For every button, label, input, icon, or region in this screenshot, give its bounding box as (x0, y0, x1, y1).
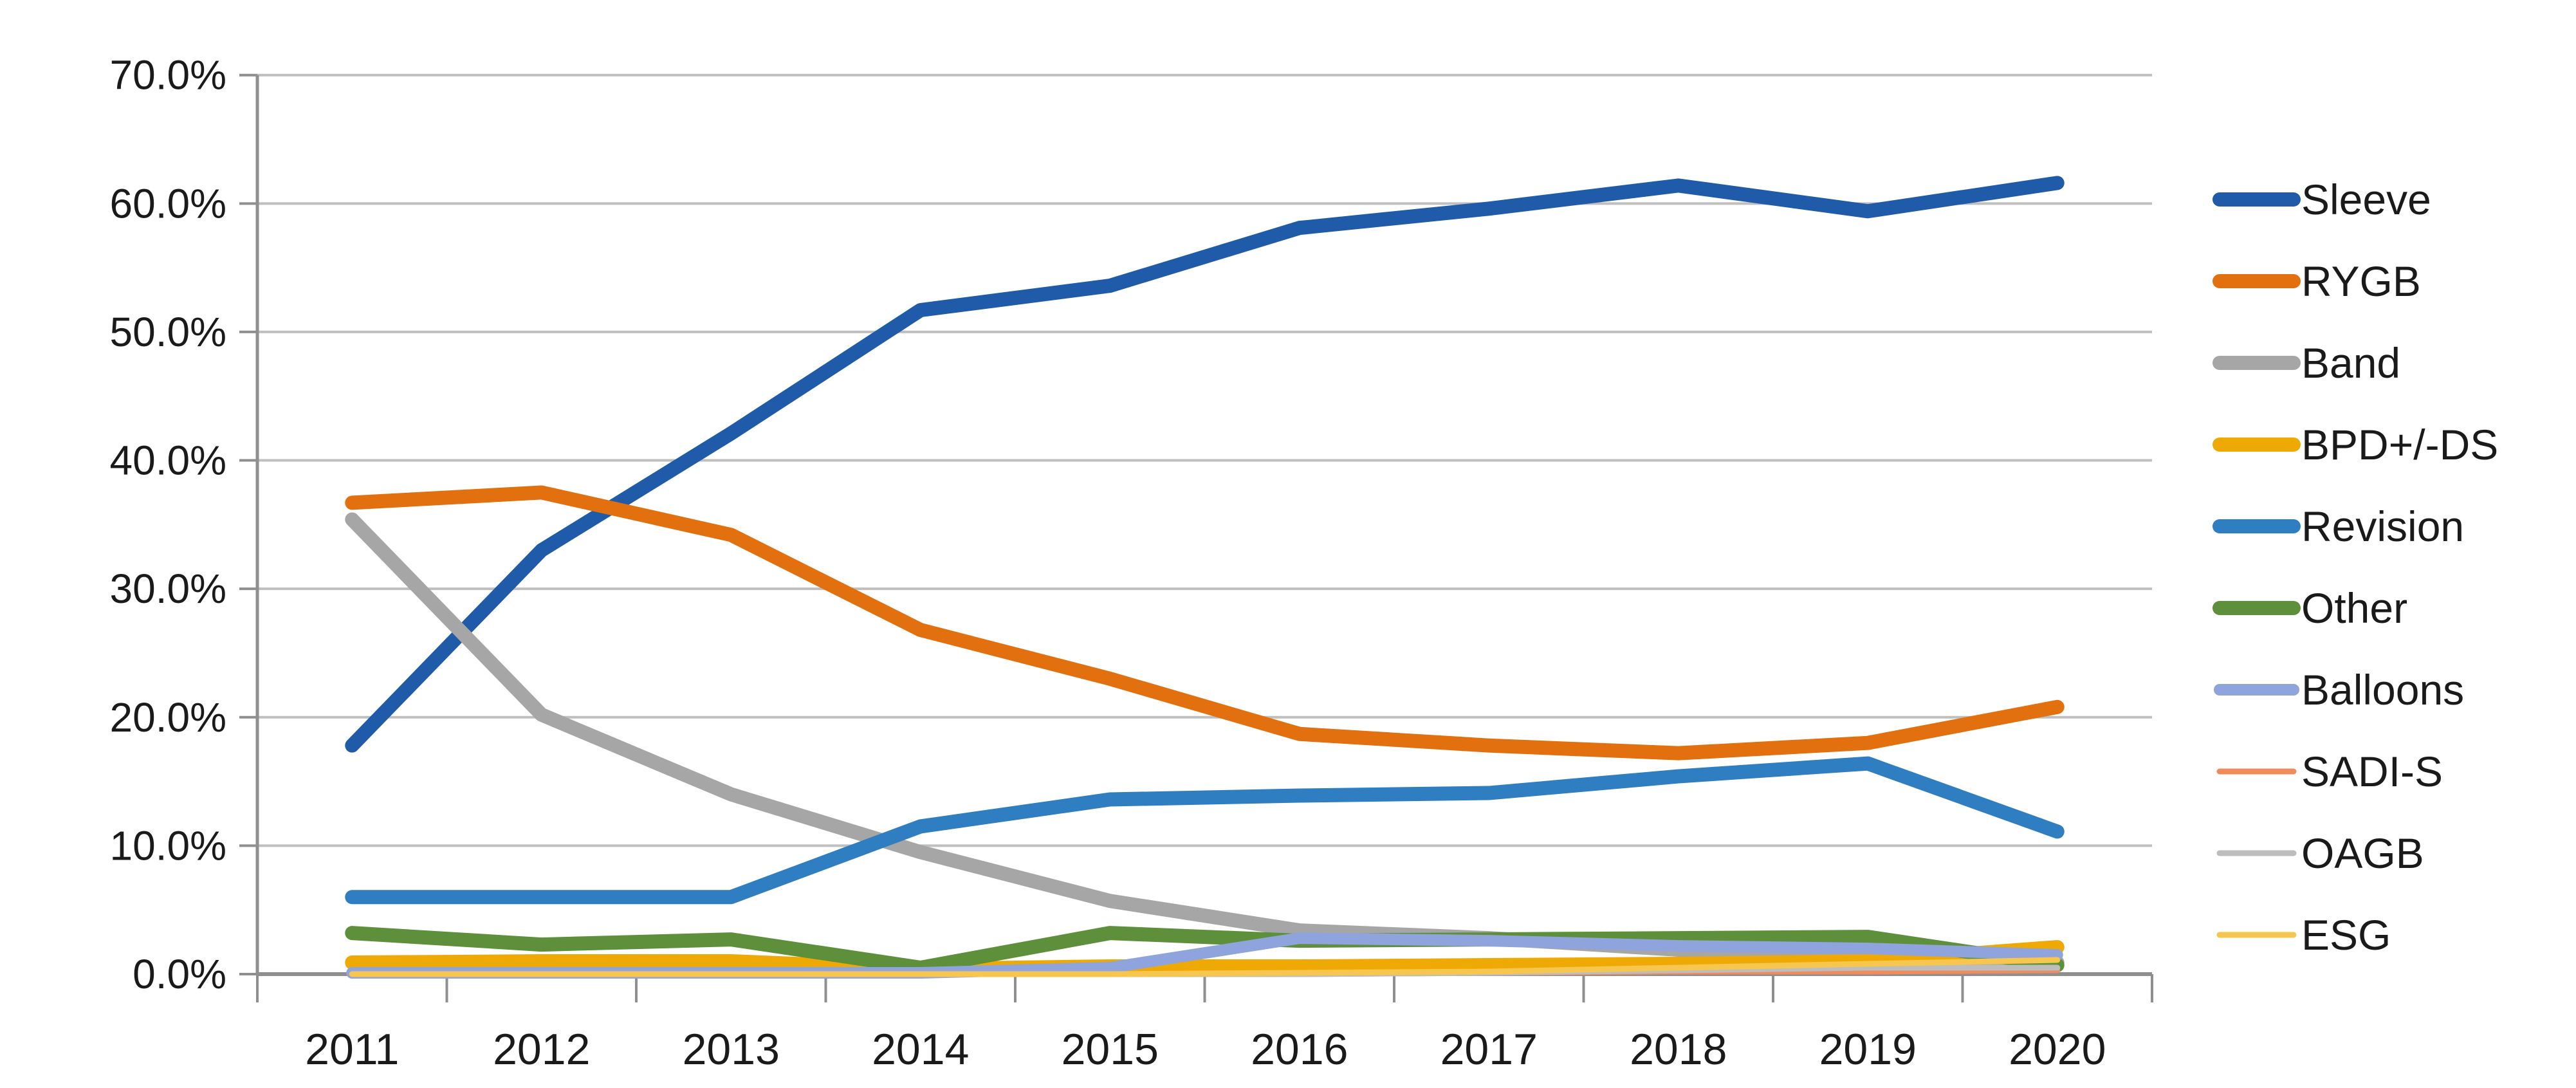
y-axis-tick-label: 10.0% (110, 822, 226, 869)
x-axis-category-label: 2017 (1440, 1025, 1538, 1074)
y-axis-ticks-and-labels: 0.0% 10.0% 20.0% 30.0% 40.0% 50.0% 60.0% 70.0% (110, 52, 257, 997)
legend-item-band: Band (2213, 339, 2400, 387)
series-line-band (345, 512, 2065, 970)
legend-item-oagb: OAGB (2216, 829, 2424, 877)
y-axis-tick-label: 20.0% (110, 694, 226, 741)
legend-label-balloons: Balloons (2301, 666, 2464, 714)
x-axis-ticks-and-labels: 2011 2012 2013 2014 2015 2016 2017 2018 2019 2020 (256, 974, 2153, 1074)
y-axis-tick-label: 40.0% (110, 438, 226, 484)
x-axis-category-label: 2019 (1819, 1025, 1917, 1074)
legend-item-other: Other (2213, 584, 2407, 632)
legend-label-esg: ESG (2301, 911, 2391, 959)
x-axis-category-label: 2011 (305, 1025, 399, 1074)
series-lines (345, 176, 2065, 979)
legend-label-sleeve: Sleeve (2301, 176, 2431, 223)
series-line-sleeve (345, 176, 2065, 753)
legend-label-revision: Revision (2301, 503, 2464, 550)
y-axis-tick-label: 70.0% (110, 52, 226, 98)
legend-item-revision: Revision (2213, 503, 2464, 550)
y-axis-tick-label: 30.0% (110, 566, 226, 612)
legend-label-sadi-s: SADI-S (2301, 748, 2443, 795)
x-axis-category-label: 2016 (1251, 1025, 1348, 1074)
x-axis-category-label: 2012 (493, 1025, 590, 1074)
legend-label-band: Band (2301, 339, 2400, 387)
series-line-revision (345, 756, 2065, 905)
legend-item-bpd-ds: BPD+/-DS (2213, 421, 2498, 468)
x-axis-category-label: 2018 (1630, 1025, 1727, 1074)
legend-label-other: Other (2301, 584, 2407, 632)
legend: Sleeve RYGB Band BPD+/-DS Revision Other Ballo… (2213, 176, 2498, 959)
legend-item-balloons: Balloons (2214, 666, 2464, 714)
legend-label-oagb: OAGB (2301, 829, 2424, 877)
series-line-other (345, 926, 2065, 975)
y-axis-tick-label: 0.0% (133, 951, 226, 997)
legend-label-rygb: RYGB (2301, 257, 2421, 305)
legend-item-sleeve: Sleeve (2213, 176, 2431, 223)
x-axis-category-label: 2020 (2009, 1025, 2106, 1074)
x-axis-category-label: 2015 (1062, 1025, 1159, 1074)
x-axis-category-label: 2013 (683, 1025, 780, 1074)
series-line-bpd-ds (345, 940, 2065, 977)
series-line-rygb (345, 485, 2065, 761)
y-axis-tick-label: 60.0% (110, 180, 226, 226)
legend-item-sadi-s: SADI-S (2216, 748, 2443, 795)
legend-item-rygb: RYGB (2213, 257, 2421, 305)
y-axis-tick-label: 50.0% (110, 309, 226, 355)
legend-label-bpd-ds: BPD+/-DS (2301, 421, 2498, 468)
series-line-esg (349, 957, 2061, 977)
x-axis-category-label: 2014 (872, 1025, 969, 1074)
legend-item-esg: ESG (2216, 911, 2391, 959)
